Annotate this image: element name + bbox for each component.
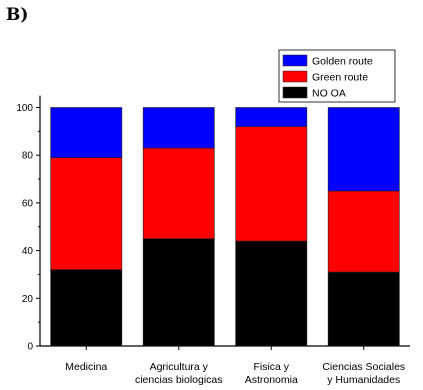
legend-label: Golden route (312, 56, 373, 68)
legend-label: NO OA (312, 88, 346, 100)
bar-segment-green-route (142, 147, 215, 239)
legend: Golden route Green route NO OA (278, 49, 396, 103)
legend-label: Green route (312, 72, 368, 84)
category-label: Ciencias Sociales (322, 361, 405, 373)
bar-segment-no-oa (235, 240, 308, 347)
bar-segment-golden-route (142, 107, 215, 149)
y-tick-label: 100 (16, 103, 33, 114)
bar-segment-no-oa (327, 271, 400, 347)
category-label: Astronomia (245, 374, 298, 386)
bar-segment-golden-route (235, 107, 308, 127)
category-label: Fisica y (253, 361, 289, 373)
y-tick-label: 40 (22, 246, 34, 257)
bars (50, 107, 400, 347)
legend-swatch (282, 54, 308, 67)
legend-swatch (282, 70, 308, 83)
legend-swatch (282, 86, 308, 99)
y-tick-label: 60 (22, 198, 34, 209)
category-label: ciencias biologicas (135, 374, 223, 386)
y-ticks: 0 20 40 60 80 100 (16, 103, 365, 353)
bar-segment-green-route (327, 190, 400, 273)
panel-label: B) (6, 5, 29, 25)
bar-segment-no-oa (142, 238, 215, 347)
bar-segment-golden-route (50, 107, 123, 158)
y-tick-label: 0 (27, 342, 33, 353)
category-label: Medicina (65, 361, 107, 373)
bar-segment-green-route (235, 126, 308, 242)
y-tick-label: 80 (22, 151, 34, 162)
bar-segment-golden-route (327, 107, 400, 192)
category-label: y Humanidades (327, 374, 400, 386)
bar-segment-green-route (50, 157, 123, 270)
category-label: Agricultura y (150, 361, 209, 373)
y-tick-label: 20 (22, 294, 34, 305)
bar-segment-no-oa (50, 269, 123, 347)
